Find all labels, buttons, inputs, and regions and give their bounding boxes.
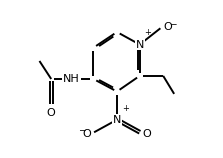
Text: O: O: [163, 21, 172, 32]
Text: N: N: [136, 40, 144, 50]
Text: NH: NH: [63, 74, 80, 84]
Text: O: O: [82, 129, 91, 139]
Text: +: +: [144, 28, 151, 37]
Text: O: O: [47, 108, 56, 118]
Text: N: N: [113, 115, 121, 125]
Text: O: O: [143, 129, 152, 139]
Text: −: −: [169, 19, 176, 28]
Text: +: +: [122, 104, 128, 113]
Text: −: −: [78, 125, 86, 134]
